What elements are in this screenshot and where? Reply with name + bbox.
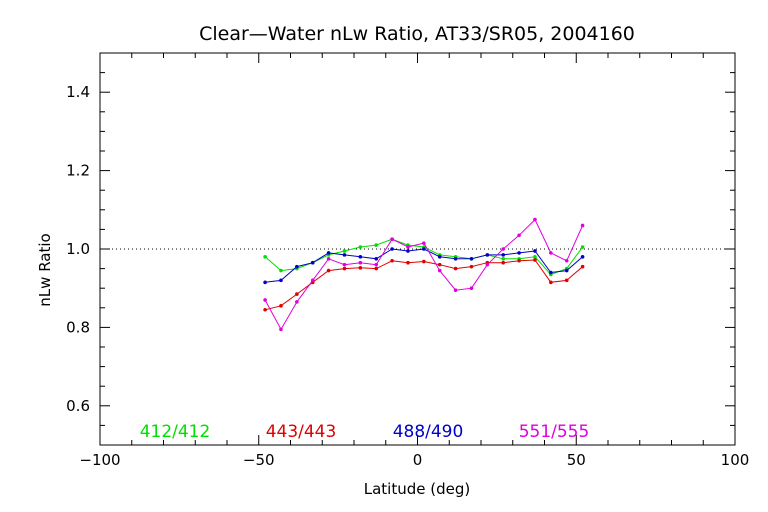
x-axis-label: Latitude (deg) <box>364 480 470 498</box>
data-point <box>564 258 569 263</box>
data-point <box>390 247 394 251</box>
data-point <box>580 264 585 269</box>
data-point <box>437 255 442 259</box>
series-line-3 <box>264 218 584 331</box>
x-tick-label: 100 <box>721 451 750 469</box>
legend-entry: 551/555 <box>519 422 590 442</box>
data-point <box>406 249 410 253</box>
data-point <box>517 251 521 255</box>
series-line-1 <box>264 259 583 311</box>
data-point <box>453 257 458 261</box>
data-point <box>326 268 331 273</box>
data-point <box>295 300 299 304</box>
data-point <box>279 278 283 283</box>
data-point <box>358 255 363 259</box>
data-point <box>469 286 474 291</box>
data-point <box>533 255 537 259</box>
data-point <box>533 249 537 253</box>
data-point <box>279 327 283 332</box>
series-line-2 <box>265 248 583 283</box>
data-point <box>564 268 569 273</box>
data-point <box>501 257 506 261</box>
data-point <box>564 278 569 283</box>
data-point <box>437 268 442 273</box>
data-point <box>485 262 490 267</box>
data-point <box>342 262 347 267</box>
legend-entry: 443/443 <box>266 422 337 442</box>
data-point <box>406 260 410 265</box>
data-point <box>310 278 315 283</box>
data-point <box>485 253 490 257</box>
data-point <box>342 266 347 271</box>
data-point <box>390 237 394 241</box>
y-tick-label: 0.6 <box>66 397 90 415</box>
y-tick-label: 1.0 <box>66 240 90 258</box>
data-point <box>295 292 299 296</box>
data-point <box>342 253 347 257</box>
data-point <box>469 264 474 269</box>
data-point <box>501 253 506 257</box>
data-point <box>517 258 521 263</box>
data-point <box>390 258 394 263</box>
data-point <box>549 280 553 285</box>
data-point <box>406 245 410 249</box>
data-point <box>310 260 315 265</box>
x-tick-label: −50 <box>243 451 275 469</box>
data-point <box>501 260 506 265</box>
data-point <box>453 288 458 292</box>
data-point <box>580 223 585 228</box>
data-point <box>279 268 283 273</box>
x-tick-label: −100 <box>79 451 120 469</box>
data-point <box>263 280 267 285</box>
chart-title: Clear—Water nLw Ratio, AT33/SR05, 200416… <box>199 23 635 45</box>
y-tick-label: 1.2 <box>66 162 90 180</box>
data-point <box>326 257 331 261</box>
y-tick-label: 0.8 <box>66 318 90 336</box>
data-point <box>342 249 347 253</box>
data-point <box>358 245 363 249</box>
data-point <box>422 241 426 245</box>
data-point <box>469 257 474 261</box>
data-point <box>533 217 537 222</box>
data-point <box>374 266 379 271</box>
data-point <box>374 262 379 267</box>
x-tick-label: 0 <box>413 451 423 469</box>
y-axis-label: nLw Ratio <box>36 233 54 306</box>
data-point <box>326 251 331 255</box>
data-point <box>263 255 267 259</box>
data-point <box>422 259 426 264</box>
data-point <box>358 260 363 265</box>
data-point <box>580 255 585 259</box>
x-tick-label: 50 <box>567 451 586 469</box>
legend-entry: 488/490 <box>393 422 464 442</box>
data-point <box>374 243 379 247</box>
data-point <box>263 307 267 312</box>
data-point <box>437 262 442 267</box>
data-point <box>533 258 537 262</box>
y-tick-label: 1.4 <box>66 83 90 101</box>
data-point <box>374 257 379 261</box>
data-point <box>517 233 521 238</box>
data-point <box>295 264 299 269</box>
data-point <box>501 247 506 251</box>
legend-entry: 412/412 <box>140 422 211 442</box>
data-point <box>580 245 585 249</box>
data-point <box>263 298 267 302</box>
data-point <box>422 247 426 251</box>
data-point <box>549 251 553 255</box>
plot-frame <box>99 52 736 446</box>
data-point <box>453 266 458 271</box>
data-point <box>549 270 553 275</box>
data-point <box>358 266 363 270</box>
data-point <box>279 304 283 308</box>
